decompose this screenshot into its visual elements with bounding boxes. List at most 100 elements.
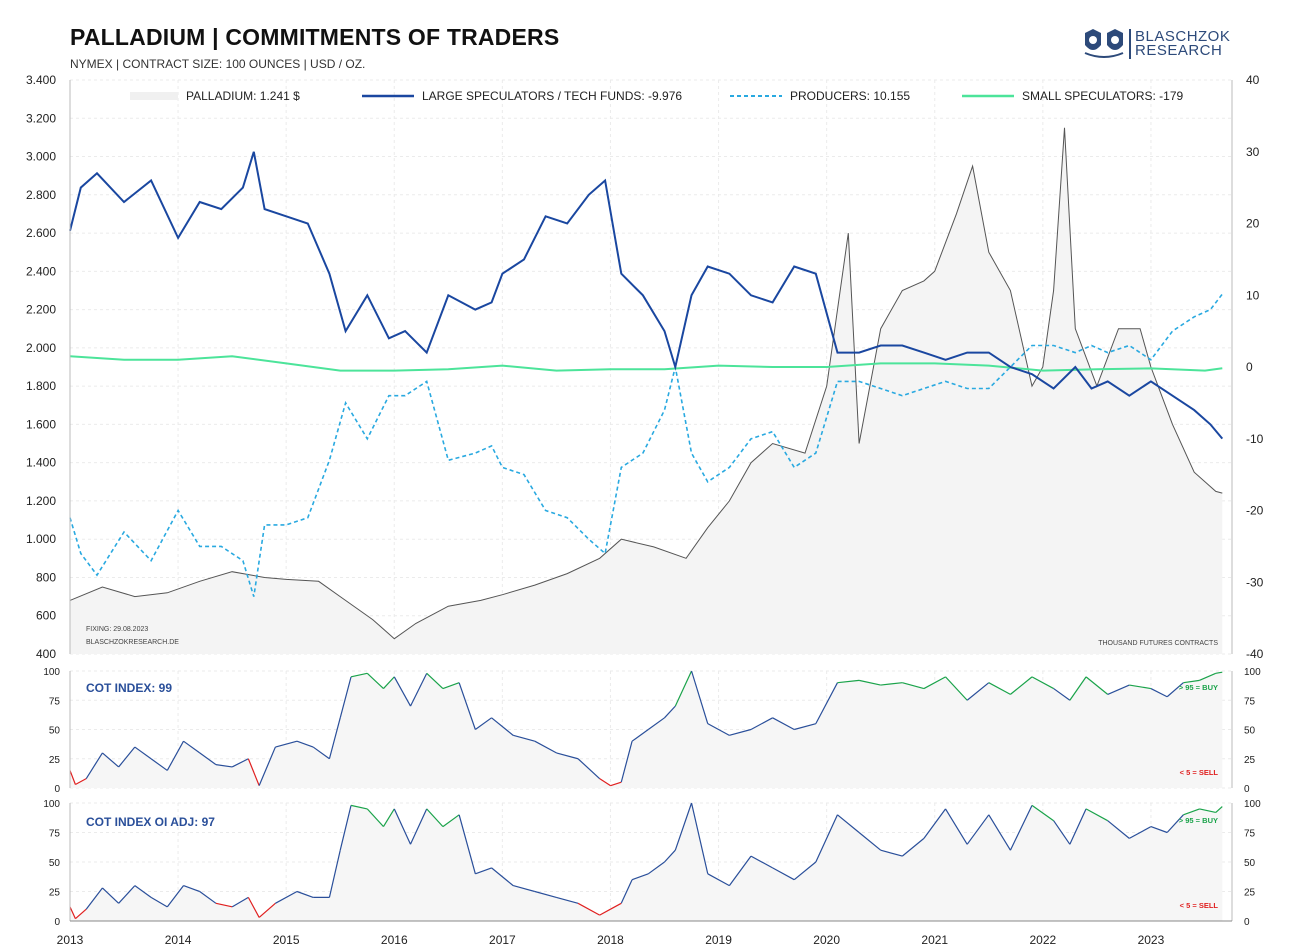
y-tick-label-right: 0 [1246,360,1253,374]
index-y-tick-right: 25 [1244,755,1256,766]
y-tick-label-left: 2.000 [26,341,56,355]
index-y-tick-right: 0 [1244,917,1250,928]
cot-index-line-segment [199,752,217,766]
cot-oi-line-segment [409,808,428,845]
x-tick-label: 2019 [705,933,732,947]
cot-index-line-segment [880,682,903,686]
cot-oi-line-segment [166,885,184,908]
cot-index-label: COT INDEX: 99 [86,681,172,695]
index-y-tick-right: 75 [1244,696,1256,707]
index-y-tick-left: 0 [54,917,60,928]
cot-oi-line-segment [1129,826,1152,839]
cot-oi-area-fill [70,803,1223,921]
x-tick-label: 2017 [489,933,516,947]
cot-index-area-fill [70,671,1223,788]
cot-oi-line-segment [442,814,460,828]
index-y-tick-left: 0 [54,784,60,795]
cot-index-line-segment [858,679,881,686]
cot-index-line-segment [577,758,601,780]
cot-oi-line-segment [328,850,341,898]
logo-text-line1: BLASCHZOK [1135,28,1231,45]
cot-index-line-segment [945,676,968,701]
y-tick-label-left: 800 [36,570,56,584]
units-note: THOUSAND FUTURES CONTRACTS [1098,640,1218,647]
y-tick-label-left: 2.800 [26,188,56,202]
cot-index-line-segment [75,778,87,786]
price-area-fill [70,127,1223,655]
index-y-tick-left: 100 [43,667,60,678]
cot-index-line-segment [690,670,709,724]
cot-oi-line-segment [134,885,152,898]
cot-index-line-segment [599,778,611,787]
index-y-tick-left: 75 [49,829,61,840]
cot-index-line-segment [1085,676,1109,695]
cot-index-line-segment [750,717,773,731]
x-tick-label: 2023 [1138,933,1165,947]
cot-index-line-segment [988,682,1011,695]
logo-divider [1129,29,1131,59]
cot-oi-line-segment [382,808,395,827]
cot-index-line-segment [69,770,76,785]
cot-oi-line-segment [556,896,579,904]
index-y-tick-right: 25 [1244,888,1256,899]
cot-index-line-segment [707,723,730,736]
fixing-note: FIXING: 29.08.2023 [86,626,148,633]
cot-oi-line-segment [923,808,947,839]
cot-index-line-segment [1129,684,1152,690]
cot-index-line-segment [647,717,665,730]
legend-label: PRODUCERS: 10.155 [790,89,910,103]
cot-oi-line-segment [1069,808,1087,845]
cot-index-line-segment [134,746,152,760]
cot-oi-line-segment [458,814,476,874]
index-y-tick-right: 100 [1244,667,1261,678]
cot-oi-line-segment [577,902,600,916]
y-tick-label-left: 1.200 [26,494,56,508]
cot-index-line-segment [442,682,460,690]
cot-index-line-segment [966,682,990,701]
cot-index-line-segment [393,676,412,707]
cot-index-line-segment [815,682,838,724]
cot-index-line-segment [1150,688,1168,698]
cot-index-line-segment [247,758,260,786]
y-tick-label-left: 2.200 [26,303,56,317]
index-y-tick-left: 100 [43,799,60,810]
cot-index-line-segment [610,781,622,787]
cot-index-line-segment [366,672,384,689]
cot-index-line-segment [409,673,428,707]
cot-index-line-segment [102,752,120,768]
cot-index-line-segment [275,740,298,748]
y-tick-label-right: -40 [1246,647,1264,661]
y-tick-label-left: 1.400 [26,456,56,470]
price-area [70,127,1223,921]
cot-oi-line-segment [610,902,622,910]
cot-index-line-segment [150,758,168,771]
cot-oi-line-segment [815,814,839,863]
legend: PALLADIUM: 1.241 $ LARGE SPECULATORS / TE… [130,89,1184,103]
cot-oi-line-segment [1053,820,1071,845]
x-tick-label: 2022 [1029,933,1056,947]
cot-oi-line-segment [296,890,314,898]
cot-oi-line-segment [1183,808,1200,816]
cot-index-line-segment [794,723,816,731]
cot-oi-line-segment [1150,826,1168,834]
x-tick-label: 2020 [813,933,840,947]
cot-oi-line-segment [647,861,665,875]
cot-oi-line-segment [901,837,925,857]
cot-oi-line-segment [183,885,200,893]
cot-oi-line-segment [534,890,557,898]
cot-index-line-segment [458,682,476,730]
y-tick-label-left: 3.200 [26,111,56,125]
cot-oi-line-segment [1031,804,1054,822]
index-y-tick-right: 100 [1244,799,1261,810]
source-note: BLASCHZOKRESEARCH.DE [86,639,179,646]
cot-oi-line-segment [599,908,611,916]
y-tick-label-left: 400 [36,647,56,661]
legend-label: PALLADIUM: 1.241 $ [186,89,300,103]
cot-oi-buy-label: > 95 = BUY [1179,816,1218,825]
cot-oi-line-segment [1215,806,1223,813]
page-title: PALLADIUM | COMMITMENTS OF TRADERS [70,24,560,50]
cot-oi-line-segment [393,808,412,845]
y-tick-label-left: 2.400 [26,264,56,278]
cot-index-line-segment [474,717,492,730]
